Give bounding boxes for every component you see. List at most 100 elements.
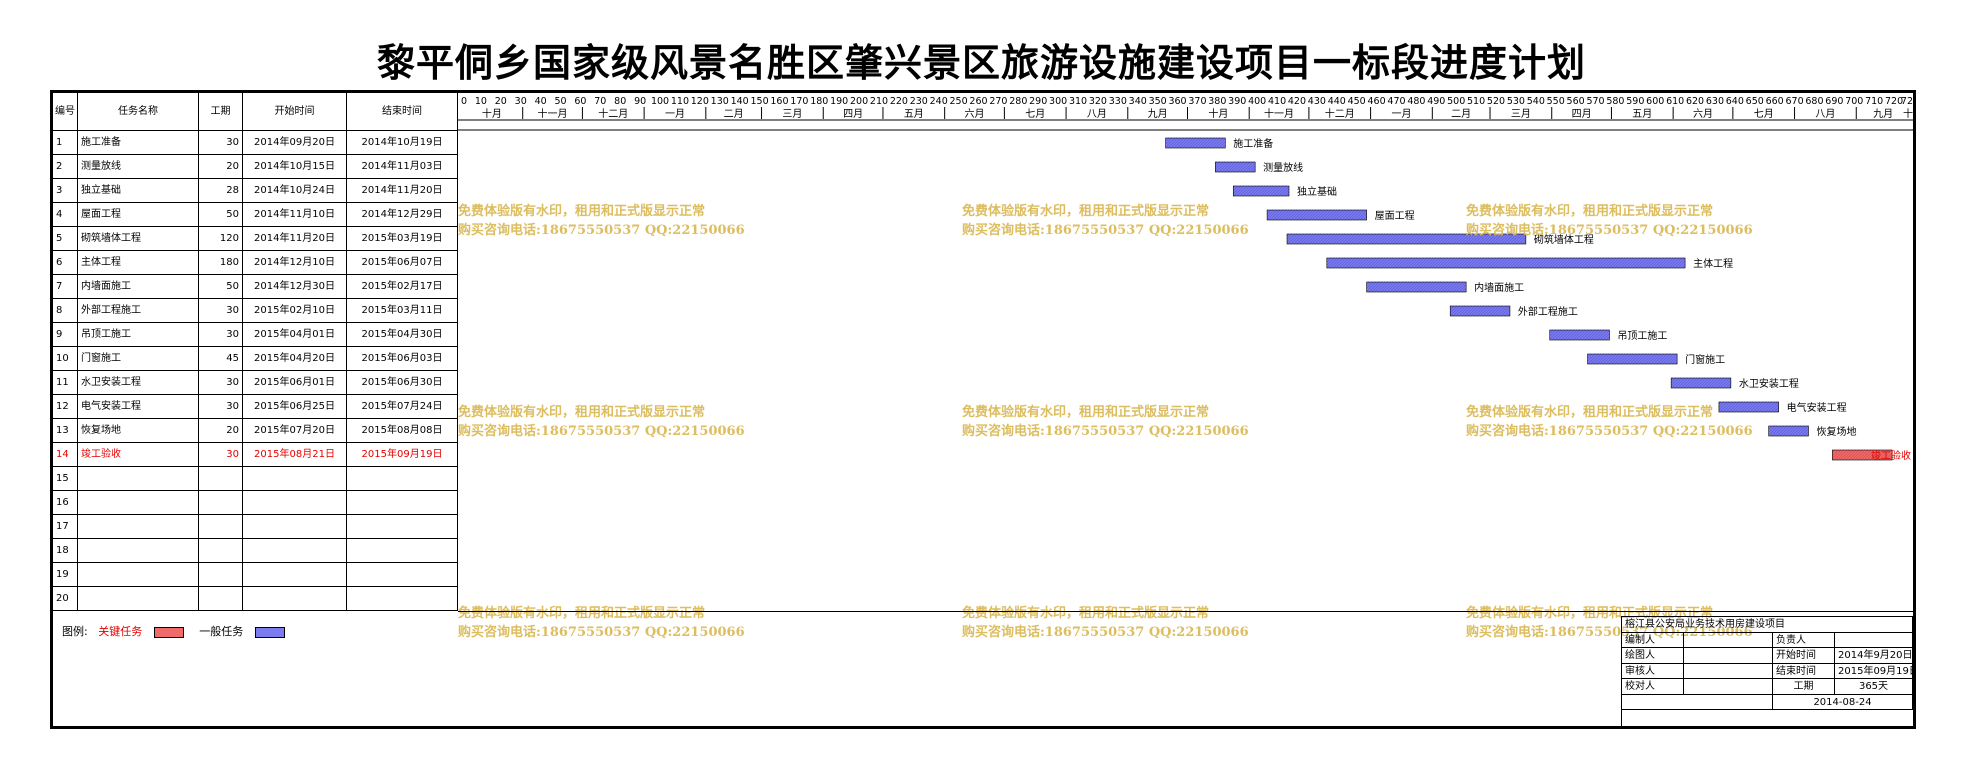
row-end: 2015年08月08日 — [347, 419, 458, 443]
row-start: 2015年07月20日 — [243, 419, 347, 443]
day-tick-label: 550 — [1547, 96, 1565, 107]
row-num: 19 — [53, 563, 78, 587]
day-tick-label: 710 — [1865, 96, 1883, 107]
start-value: 2014年9月20日 — [1835, 648, 1913, 664]
row-duration: 45 — [199, 347, 243, 371]
day-tick-label: 650 — [1746, 96, 1764, 107]
month-label: 八月 — [1815, 108, 1835, 120]
task-bar — [1549, 329, 1610, 341]
header-start: 开始时间 — [243, 93, 347, 131]
day-tick-label: 460 — [1368, 96, 1386, 107]
month-label: 十一月 — [1264, 107, 1294, 120]
day-tick-label: 720 — [1885, 96, 1903, 107]
drawer-value — [1684, 648, 1773, 664]
row-start: 2015年02月10日 — [243, 299, 347, 323]
task-bar-label: 内墙面施工 — [1474, 281, 1524, 294]
day-tick-label: 220 — [890, 96, 908, 107]
row-end — [347, 515, 458, 539]
row-num: 14 — [53, 443, 78, 467]
row-num: 6 — [53, 251, 78, 275]
title-block: 榕江县公安局业务技术用房建设项目 编制人 负责人 绘图人 开始时间 2014年9… — [1621, 616, 1913, 726]
row-end: 2015年02月17日 — [347, 275, 458, 299]
row-num: 10 — [53, 347, 78, 371]
row-start: 2015年04月20日 — [243, 347, 347, 371]
day-tick-label: 430 — [1308, 96, 1326, 107]
duration-label: 工期 — [1773, 679, 1835, 695]
row-num: 4 — [53, 203, 78, 227]
row-num: 2 — [53, 155, 78, 179]
row-num: 5 — [53, 227, 78, 251]
row-task-name: 吊顶工施工 — [78, 323, 199, 347]
month-label: 五月 — [904, 108, 924, 120]
row-end — [347, 563, 458, 587]
day-tick-label: 80 — [614, 96, 626, 107]
row-duration: 50 — [199, 203, 243, 227]
row-num: 16 — [53, 491, 78, 515]
task-bar — [1366, 281, 1467, 293]
row-num: 17 — [53, 515, 78, 539]
day-tick-label: 160 — [770, 96, 788, 107]
row-start: 2014年11月10日 — [243, 203, 347, 227]
row-duration: 120 — [199, 227, 243, 251]
editor-value — [1684, 632, 1773, 648]
row-num: 8 — [53, 299, 78, 323]
month-label: 十二月 — [1325, 107, 1355, 120]
day-tick-label: 440 — [1328, 96, 1346, 107]
day-tick-label: 190 — [830, 96, 848, 107]
month-label: 四月 — [843, 108, 863, 120]
day-tick-label: 680 — [1805, 96, 1823, 107]
legend-critical-swatch — [153, 626, 184, 638]
day-tick-label: 590 — [1626, 96, 1644, 107]
task-bar-label: 主体工程 — [1693, 258, 1733, 270]
row-num: 1 — [53, 131, 78, 155]
row-task-name — [78, 563, 199, 587]
day-tick-label: 600 — [1646, 96, 1664, 107]
row-task-name: 电气安装工程 — [78, 395, 199, 419]
editor-label: 编制人 — [1622, 632, 1684, 648]
row-duration: 30 — [199, 323, 243, 347]
row-num: 12 — [53, 395, 78, 419]
duration-value: 365天 — [1835, 679, 1913, 695]
month-label: 八月 — [1087, 108, 1107, 120]
row-duration — [199, 587, 243, 611]
lead-label: 负责人 — [1773, 632, 1835, 648]
task-bar — [1215, 161, 1256, 173]
day-tick-label: 400 — [1248, 96, 1266, 107]
task-bar-label: 恢复场地 — [1816, 425, 1856, 438]
row-end: 2014年11月03日 — [347, 155, 458, 179]
month-label: 三月 — [1511, 108, 1531, 120]
row-duration: 20 — [199, 155, 243, 179]
row-end: 2015年03月11日 — [347, 299, 458, 323]
row-start — [243, 539, 347, 563]
schedule-frame — [50, 90, 1916, 729]
blank-cell — [1622, 694, 1773, 710]
day-tick-label: 140 — [731, 96, 749, 107]
checker-value — [1684, 679, 1773, 695]
row-end: 2015年06月07日 — [347, 251, 458, 275]
task-bar-label: 水卫安装工程 — [1739, 377, 1799, 390]
row-task-name — [78, 491, 199, 515]
day-tick-label: 480 — [1407, 96, 1425, 107]
day-tick-label: 120 — [691, 96, 709, 107]
start-label: 开始时间 — [1773, 648, 1835, 664]
task-bar — [1449, 305, 1511, 317]
task-bar-label: 砌筑墙体工程 — [1534, 233, 1594, 246]
row-end: 2014年11月20日 — [347, 179, 458, 203]
row-duration: 180 — [199, 251, 243, 275]
row-task-name — [78, 587, 199, 611]
legend: 图例: 关键任务 一般任务 — [62, 623, 297, 639]
legend-normal-swatch — [254, 626, 285, 638]
date-value: 2014-08-24 — [1773, 694, 1913, 710]
row-duration: 30 — [199, 299, 243, 323]
task-bar — [1266, 209, 1367, 221]
day-tick-label: 470 — [1387, 96, 1405, 107]
gantt-chart: 0 10 20 30 40 50 60 70 80 90 100 110 120 130 140 150 160… — [458, 93, 1913, 611]
day-tick-label: 410 — [1268, 96, 1286, 107]
row-task-name — [78, 539, 199, 563]
row-task-name: 水卫安装工程 — [78, 371, 199, 395]
day-tick-label: 180 — [810, 96, 828, 107]
day-tick-label: 0 — [461, 96, 467, 107]
legend-label: 图例: — [62, 625, 88, 638]
row-end: 2015年07月24日 — [347, 395, 458, 419]
month-label: 十月 — [482, 107, 502, 120]
